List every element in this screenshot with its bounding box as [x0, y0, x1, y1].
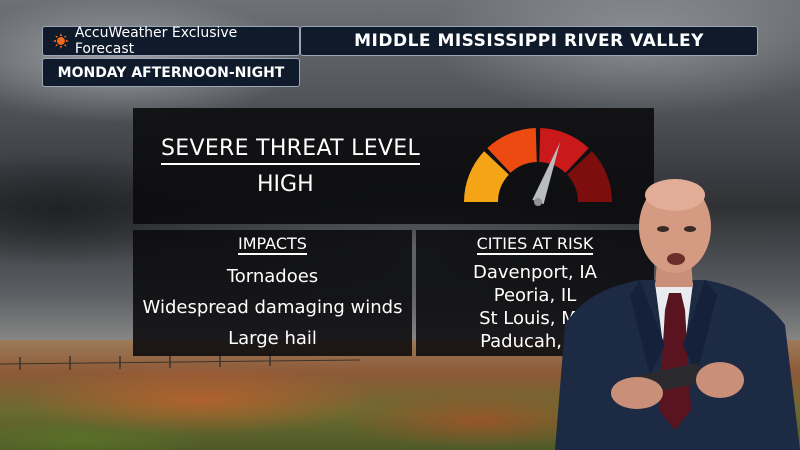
impacts-heading: IMPACTS: [238, 234, 307, 255]
impacts-list: Tornadoes Widespread damaging winds Larg…: [133, 261, 412, 354]
brand-tag: AccuWeather Exclusive Forecast: [42, 25, 300, 57]
gauge-needle: [532, 141, 561, 205]
cities-list: Davenport, IA Peoria, IL St Louis, MO Pa…: [416, 261, 654, 353]
gauge-segment-2: [487, 128, 537, 173]
city-item: Paducah, KY: [480, 331, 590, 352]
region-title: MIDDLE MISSISSIPPI RIVER VALLEY: [300, 26, 758, 56]
gauge-segment-4: [567, 151, 612, 202]
impact-item: Widespread damaging winds: [142, 297, 403, 318]
brand-label: AccuWeather Exclusive Forecast: [74, 25, 238, 57]
impact-item: Large hail: [228, 328, 317, 349]
gauge-hub: [534, 198, 542, 206]
city-item: Peoria, IL: [493, 285, 577, 306]
gauge-segment-1: [464, 151, 509, 202]
city-item: St Louis, MO: [479, 308, 591, 329]
cities-heading: CITIES AT RISK: [476, 234, 594, 255]
presenter: [555, 179, 800, 450]
sun-icon: [53, 33, 69, 49]
threat-level-panel: SEVERE THREAT LEVEL HIGH: [133, 108, 654, 224]
threat-level-value: HIGH: [257, 172, 314, 197]
threat-gauge: [464, 128, 612, 206]
impact-item: Tornadoes: [226, 266, 319, 287]
city-item: Davenport, IA: [473, 262, 597, 283]
fence-line: [0, 354, 361, 370]
impacts-panel: IMPACTS Tornadoes Widespread damaging wi…: [133, 230, 412, 356]
threat-level-label: SEVERE THREAT LEVEL: [161, 136, 421, 165]
timeframe-label: MONDAY AFTERNOON-NIGHT: [42, 58, 300, 87]
